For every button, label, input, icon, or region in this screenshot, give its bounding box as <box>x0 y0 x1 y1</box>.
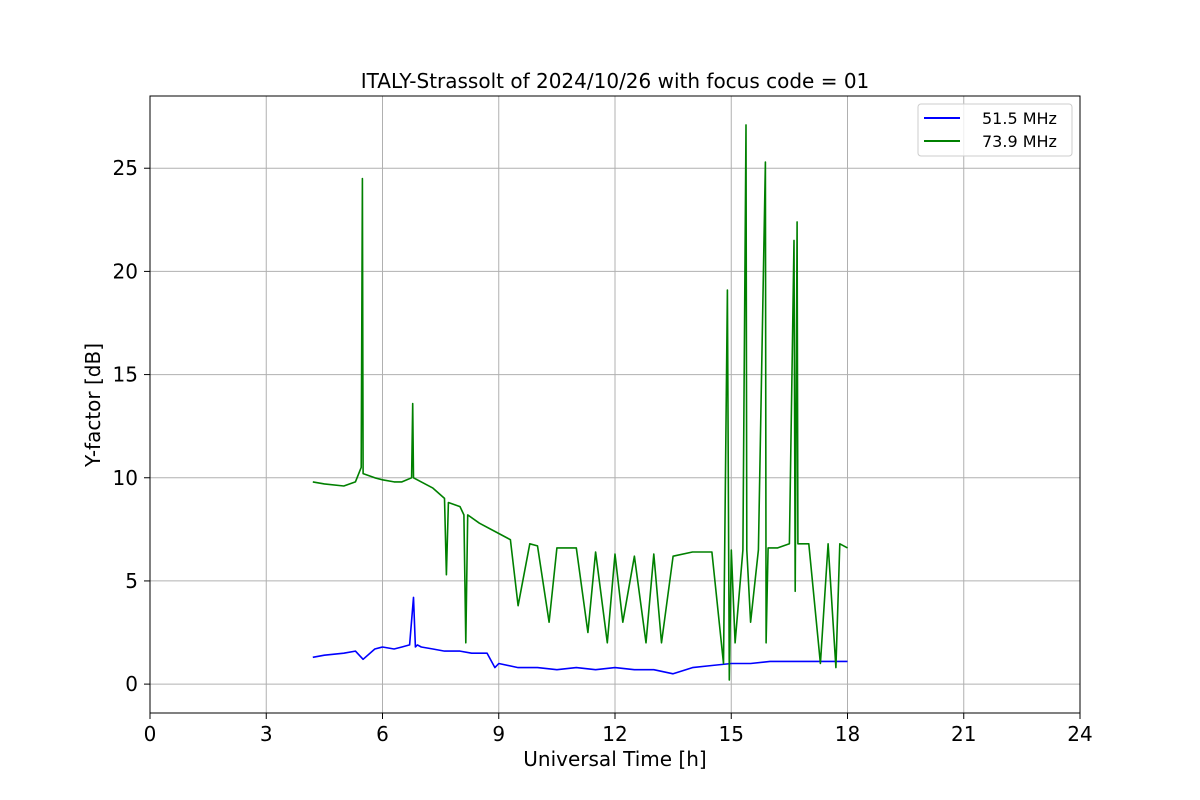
y-tick-label: 15 <box>113 363 138 387</box>
series-layer <box>312 124 848 681</box>
x-tick-label: 15 <box>719 722 744 746</box>
x-tick-label: 3 <box>260 722 273 746</box>
tick-layer: 0 3 6 9 12 15 18 21 24 0 5 10 15 20 25 <box>113 156 1093 746</box>
y-tick-label: 0 <box>125 672 138 696</box>
x-tick-label: 24 <box>1067 722 1092 746</box>
x-tick-label: 12 <box>602 722 627 746</box>
x-tick-label: 18 <box>835 722 860 746</box>
legend: 51.5 MHz 73.9 MHz <box>917 103 1073 157</box>
y-tick-label: 10 <box>113 466 138 490</box>
x-axis-title: Universal Time [h] <box>523 747 706 771</box>
y-tick-label: 5 <box>125 569 138 593</box>
x-tick-label: 9 <box>492 722 505 746</box>
x-tick-label: 21 <box>951 722 976 746</box>
y-tick-label: 25 <box>113 156 138 180</box>
x-tick-label: 0 <box>144 722 157 746</box>
series-line-1 <box>312 596 848 675</box>
x-tick-label: 6 <box>376 722 389 746</box>
legend-label-2: 73.9 MHz <box>982 132 1057 151</box>
legend-label-1: 51.5 MHz <box>982 109 1057 128</box>
y-tick-label: 20 <box>113 259 138 283</box>
series-line-2 <box>312 124 848 681</box>
chart-title: ITALY-Strassolt of 2024/10/26 with focus… <box>361 69 870 93</box>
y-axis-title: Y-factor [dB] <box>81 343 105 468</box>
